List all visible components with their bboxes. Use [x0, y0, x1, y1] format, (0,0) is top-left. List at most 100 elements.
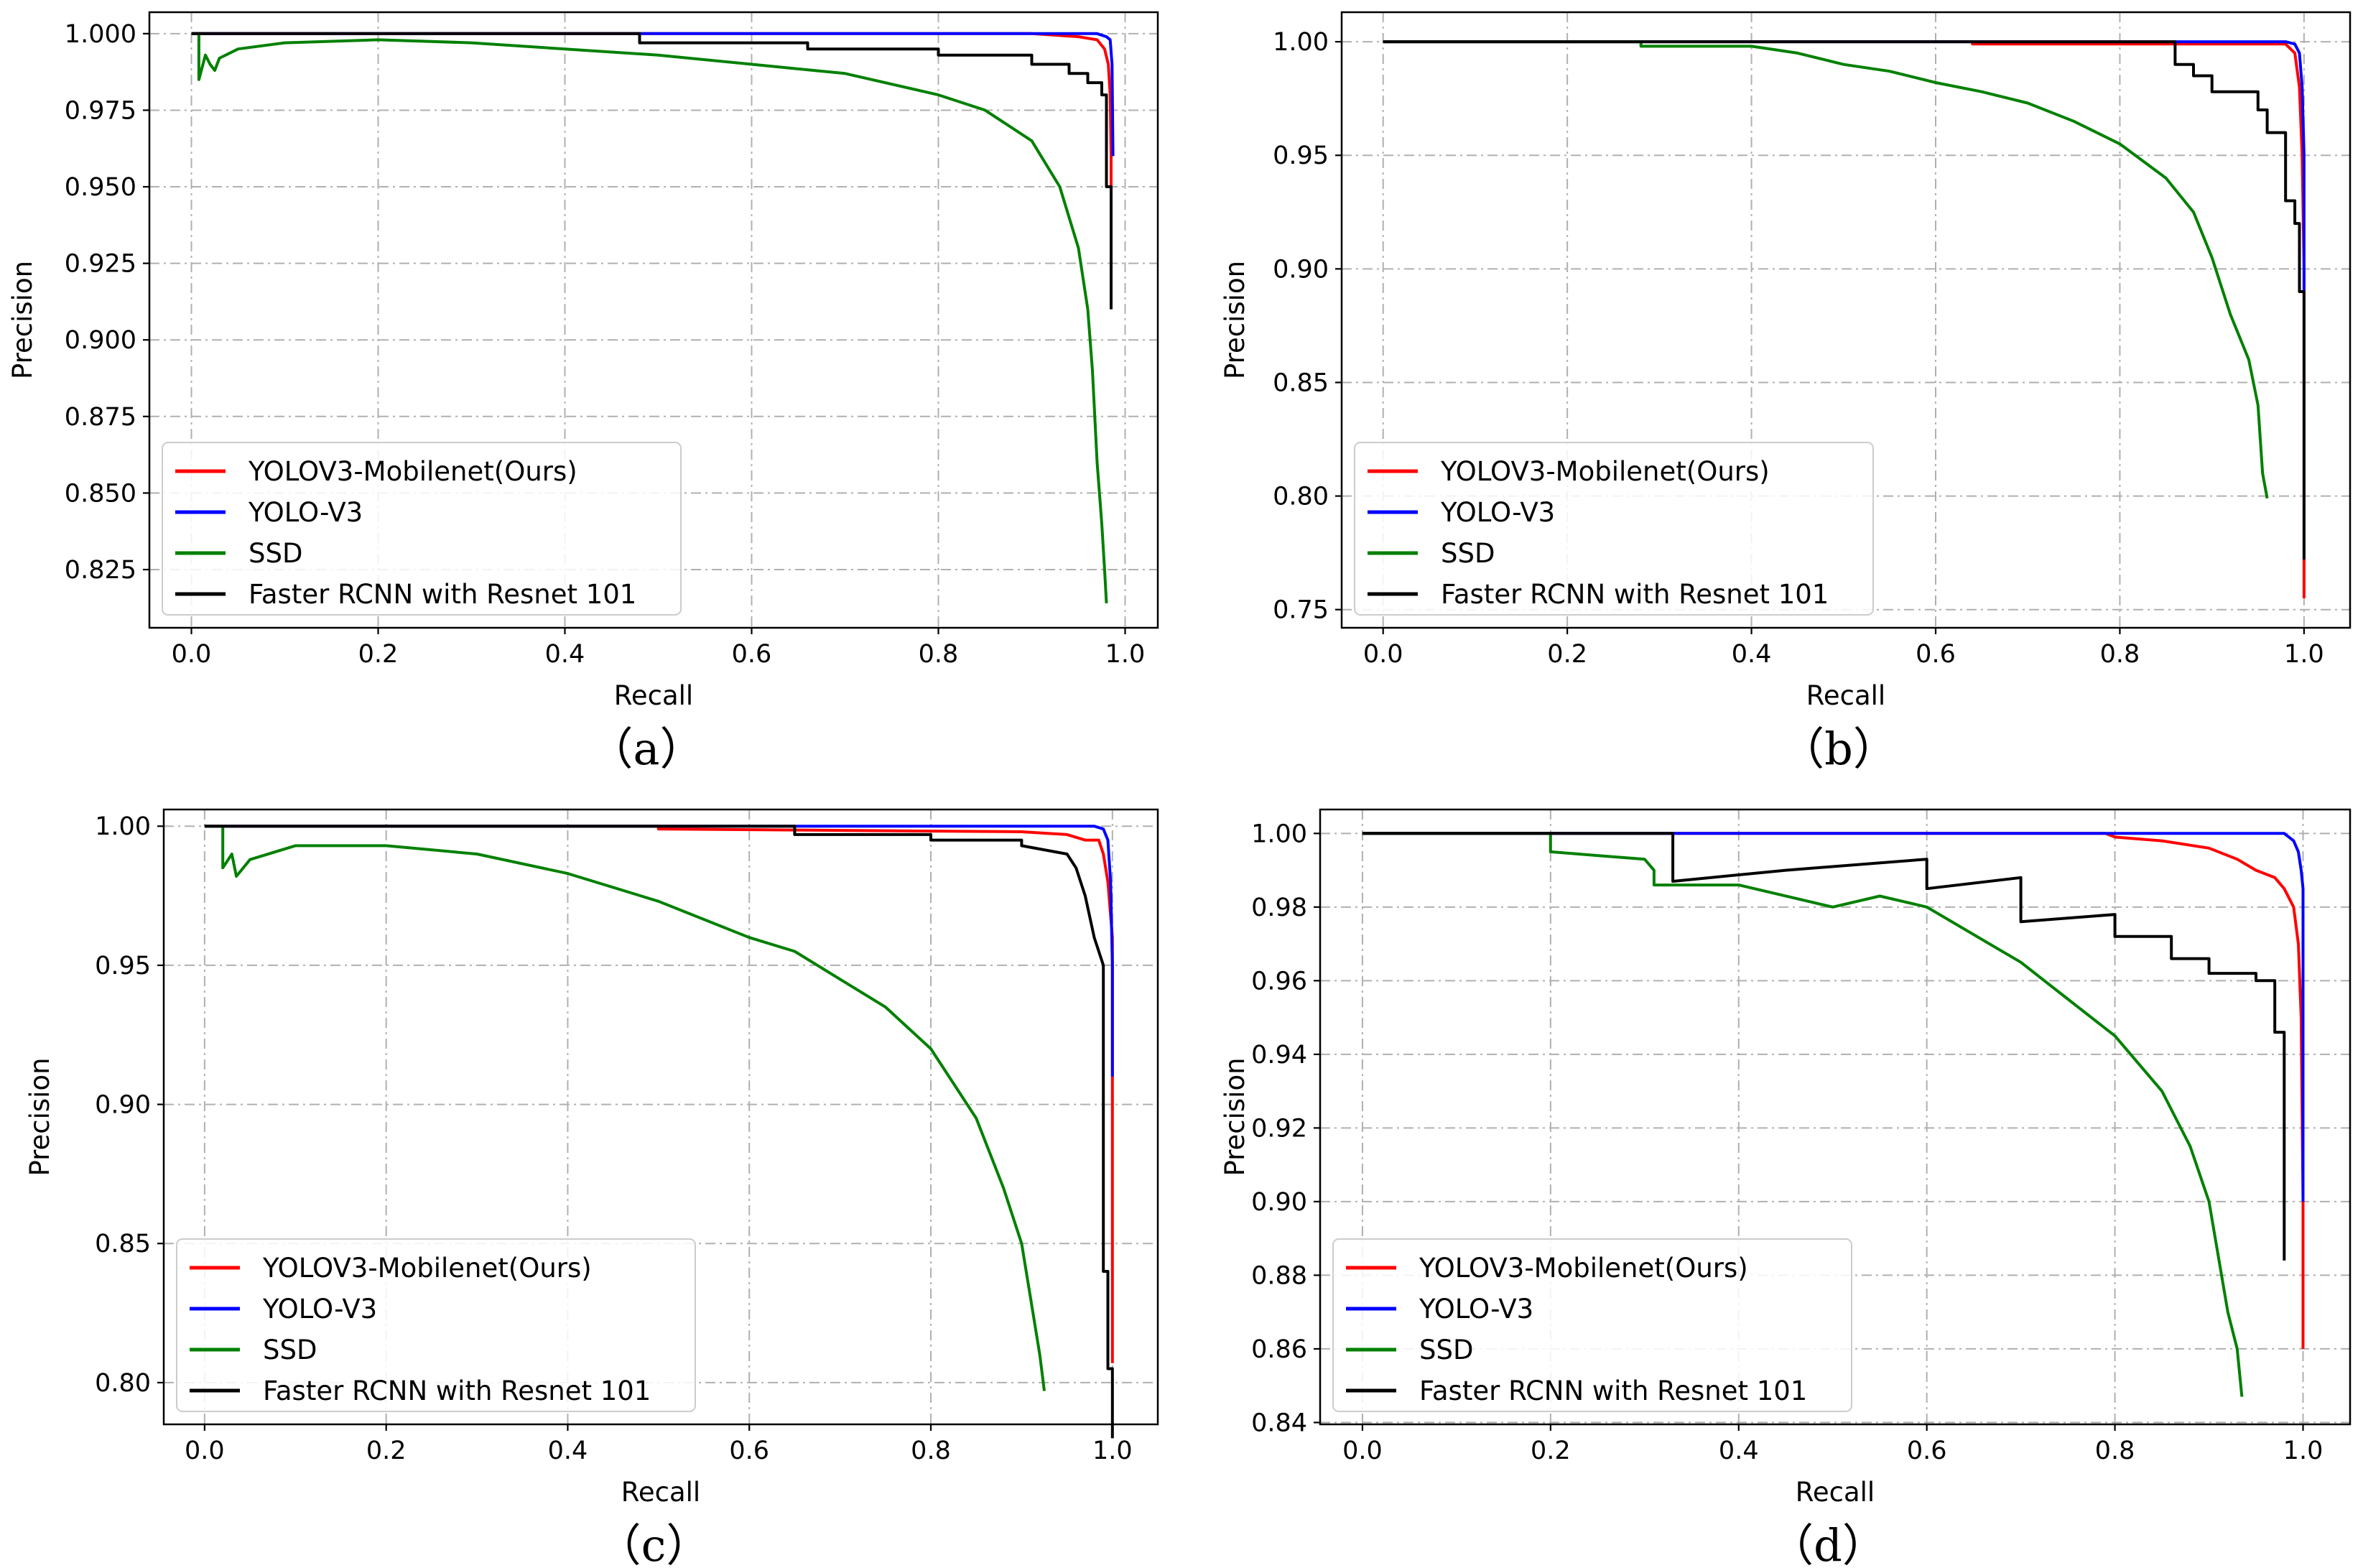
x-axis-label: Recall [614, 680, 693, 711]
x-tick-label: 0.0 [1363, 640, 1403, 669]
x-tick-label: 0.8 [911, 1437, 951, 1465]
y-tick-label: 0.88 [1251, 1261, 1307, 1290]
series-line-yolov3-mobilenet-ours [191, 32, 1113, 288]
legend-label: YOLO-V3 [262, 1294, 377, 1325]
series-group-c [204, 825, 1114, 1439]
legend-label: YOLO-V3 [1440, 497, 1555, 528]
legend-box [176, 1238, 696, 1412]
axes-frame [148, 11, 1159, 629]
x-tick-label: 0.4 [545, 640, 585, 669]
legend: YOLOV3-Mobilenet(Ours) YOLO-V3 SSD Faster R… [162, 442, 682, 616]
y-tick-label: 0.92 [1251, 1114, 1307, 1143]
axes-frame [162, 808, 1159, 1426]
series-line-yolo-v3 [1362, 832, 2305, 1202]
legend-label: SSD [1419, 1335, 1473, 1365]
x-tick-label: 1.0 [2283, 1437, 2323, 1465]
y-tick-label: 0.825 [65, 556, 136, 585]
legend-label: YOLOV3-Mobilenet(Ours) [1419, 1253, 1748, 1284]
legend-label: Faster RCNN with Resnet 101 [1441, 579, 1829, 610]
legend-label: SSD [1441, 538, 1495, 569]
legend-label: SSD [263, 1335, 317, 1365]
legend-label: Faster RCNN with Resnet 101 [1419, 1376, 1807, 1406]
y-tick-label: 0.90 [95, 1091, 151, 1120]
y-axis-label: Precision [1220, 261, 1250, 379]
y-tick-label: 0.950 [65, 173, 136, 202]
y-tick-label: 0.75 [1273, 596, 1329, 625]
x-tick-label: 0.8 [2100, 640, 2140, 669]
legend-box [162, 442, 682, 616]
panel-caption: （c） [597, 1519, 711, 1568]
y-axis-label: Precision [1220, 1057, 1250, 1176]
x-tick-label: 0.8 [2095, 1437, 2135, 1465]
legend: YOLOV3-Mobilenet(Ours) YOLO-V3 SSD Faster R… [1332, 1238, 1852, 1412]
series-line-ssd [1383, 40, 2269, 499]
panel-b: 0.0 0.2 0.4 0.6 0.8 1.0 0.75 0.80 0.85 0.90 0.95 1.… [1220, 11, 2352, 775]
y-tick-label: 1.00 [95, 812, 151, 841]
series-line-yolo-v3 [1383, 40, 2306, 292]
x-tick-label: 0.6 [1916, 640, 1956, 669]
x-tick-label: 0.0 [185, 1437, 225, 1465]
y-tick-label: 0.94 [1251, 1041, 1307, 1070]
y-tick-label: 0.875 [65, 403, 136, 432]
legend-box [1354, 442, 1874, 616]
series-line-yolo-v3 [191, 32, 1115, 157]
series-line-yolov3-mobilenet-ours [1362, 832, 2305, 1349]
x-tick-label: 0.6 [729, 1437, 769, 1465]
series-line-ssd [1362, 832, 2244, 1397]
series-group-b [1383, 40, 2306, 598]
series-line-yolo-v3 [204, 825, 1114, 1077]
axes-frame [1340, 11, 2352, 629]
x-tick-label: 0.4 [1719, 1437, 1759, 1465]
y-tick-label: 1.00 [1251, 820, 1307, 848]
series-line-faster-rcnn-with-resnet-101 [1362, 832, 2286, 1261]
legend-label: SSD [249, 538, 302, 569]
y-axis-label: Precision [7, 261, 38, 379]
y-tick-label: 0.90 [1273, 255, 1329, 284]
x-axis-label: Recall [1796, 1477, 1875, 1508]
x-tick-label: 0.0 [1342, 1437, 1383, 1465]
legend-label: YOLO-V3 [1419, 1294, 1533, 1325]
y-tick-label: 0.90 [1251, 1188, 1307, 1217]
legend-label: YOLOV3-Mobilenet(Ours) [1440, 456, 1770, 487]
y-tick-label: 0.85 [95, 1230, 151, 1258]
x-axis-label: Recall [621, 1477, 700, 1508]
panel-caption: （b） [1780, 723, 1898, 775]
panel-d: 0.0 0.2 0.4 0.6 0.8 1.0 0.84 0.86 0.88 0.90 0.92 0.… [1220, 808, 2352, 1568]
legend: YOLOV3-Mobilenet(Ours) YOLO-V3 SSD Faster R… [1354, 442, 1874, 616]
y-tick-label: 1.000 [65, 20, 136, 49]
x-tick-label: 0.4 [548, 1437, 588, 1465]
x-tick-label: 0.6 [732, 640, 772, 669]
series-line-ssd [191, 32, 1108, 604]
y-tick-label: 0.84 [1251, 1409, 1307, 1437]
y-tick-label: 0.85 [1273, 368, 1329, 397]
legend-label: Faster RCNN with Resnet 101 [263, 1376, 651, 1406]
y-tick-label: 0.850 [65, 479, 136, 508]
axes-frame [1319, 808, 2352, 1426]
y-tick-label: 0.86 [1251, 1335, 1307, 1364]
series-line-faster-rcnn-with-resnet-101 [1383, 40, 2306, 560]
series-group-d [1362, 832, 2305, 1397]
y-tick-label: 1.00 [1273, 28, 1329, 57]
x-tick-label: 0.2 [1547, 640, 1587, 669]
x-tick-label: 0.4 [1732, 640, 1772, 669]
panel-c: 0.0 0.2 0.4 0.6 0.8 1.0 0.80 0.85 0.90 0.95 1.00 Re… [24, 808, 1159, 1568]
y-tick-label: 0.975 [65, 96, 136, 125]
series-line-faster-rcnn-with-resnet-101 [204, 825, 1114, 1439]
series-line-faster-rcnn-with-resnet-101 [191, 32, 1113, 310]
x-tick-label: 0.2 [366, 1437, 407, 1465]
legend: YOLOV3-Mobilenet(Ours) YOLO-V3 SSD Faster R… [176, 1238, 696, 1412]
series-group-a [191, 32, 1115, 604]
x-tick-label: 0.6 [1907, 1437, 1947, 1465]
x-tick-label: 1.0 [1092, 1437, 1133, 1465]
y-tick-label: 0.80 [95, 1369, 151, 1398]
panel-caption: （a） [589, 723, 705, 775]
x-tick-label: 1.0 [1105, 640, 1146, 669]
y-tick-label: 0.98 [1251, 894, 1307, 922]
legend-label: YOLOV3-Mobilenet(Ours) [262, 1253, 592, 1284]
y-tick-label: 0.95 [95, 952, 151, 980]
y-tick-label: 0.96 [1251, 967, 1307, 996]
y-tick-label: 0.900 [65, 326, 136, 355]
legend-label: Faster RCNN with Resnet 101 [249, 579, 636, 610]
legend-box [1332, 1238, 1852, 1412]
